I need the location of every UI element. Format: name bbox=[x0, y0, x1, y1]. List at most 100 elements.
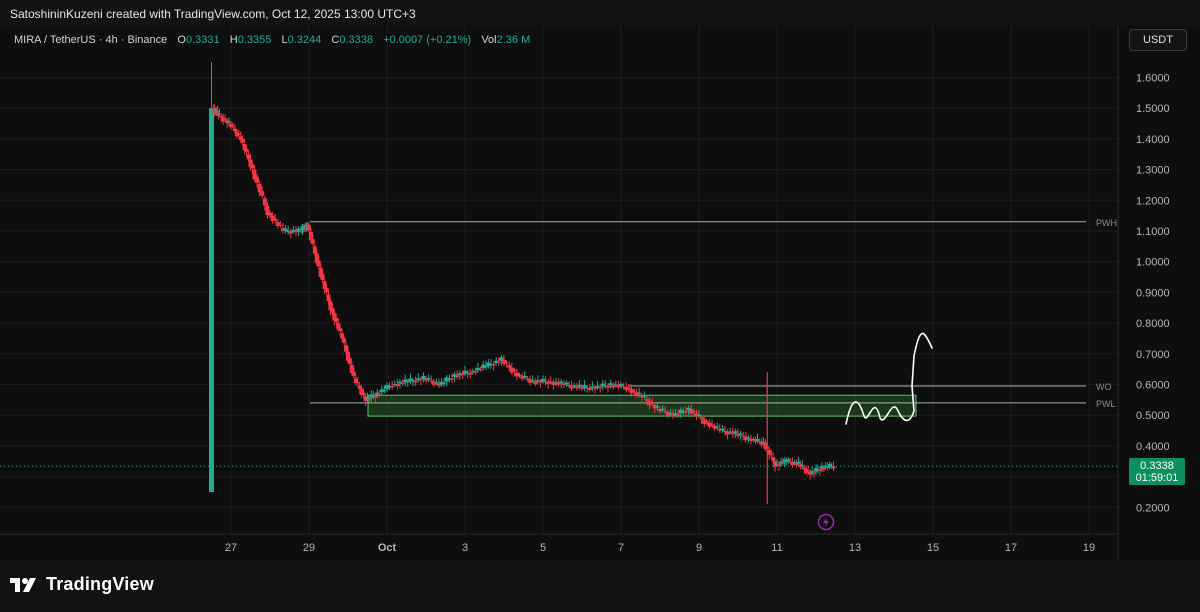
candle bbox=[593, 387, 597, 389]
candle bbox=[694, 413, 699, 417]
chart-credit: SatoshininKuzeni created with TradingVie… bbox=[10, 7, 416, 21]
candle bbox=[551, 381, 556, 385]
candle bbox=[817, 469, 822, 471]
candle bbox=[338, 328, 343, 331]
candle bbox=[624, 387, 629, 391]
candle bbox=[707, 422, 712, 427]
candle bbox=[608, 383, 613, 386]
open-label: O bbox=[177, 34, 186, 46]
candle bbox=[689, 409, 694, 414]
candle bbox=[429, 380, 434, 382]
candle bbox=[720, 428, 725, 431]
candle bbox=[250, 164, 255, 169]
candle bbox=[424, 378, 428, 381]
candle bbox=[473, 371, 478, 373]
candle bbox=[411, 380, 415, 382]
candle bbox=[717, 429, 722, 431]
y-tick-label: 0.5000 bbox=[1136, 410, 1170, 422]
y-tick-label: 1.6000 bbox=[1136, 73, 1170, 85]
candle bbox=[743, 436, 748, 441]
candle bbox=[522, 375, 527, 378]
candle bbox=[273, 218, 278, 221]
candle bbox=[730, 432, 735, 435]
candle bbox=[214, 111, 219, 114]
candle bbox=[564, 382, 569, 385]
candle bbox=[385, 385, 389, 390]
candle bbox=[681, 411, 686, 413]
candle bbox=[390, 386, 395, 388]
candle bbox=[776, 463, 781, 466]
candle bbox=[392, 383, 397, 385]
x-tick-label: 17 bbox=[1005, 542, 1017, 554]
lightning-event-icon bbox=[817, 513, 835, 531]
candle bbox=[572, 385, 577, 387]
candle bbox=[704, 421, 709, 423]
low-label: L bbox=[281, 34, 288, 46]
currency-button[interactable]: USDT bbox=[1129, 29, 1187, 51]
candle bbox=[652, 404, 657, 409]
candle bbox=[761, 441, 766, 443]
candle bbox=[252, 169, 257, 180]
y-tick-label: 0.8000 bbox=[1136, 318, 1170, 330]
candle bbox=[227, 121, 232, 123]
candle bbox=[621, 386, 626, 388]
volume-label: Vol bbox=[481, 34, 497, 46]
candle bbox=[491, 364, 496, 366]
lightning-bolt-icon bbox=[823, 517, 829, 527]
candle bbox=[426, 377, 431, 380]
candle bbox=[556, 382, 561, 385]
candle bbox=[437, 383, 441, 386]
candle bbox=[723, 431, 727, 433]
candlestick-chart[interactable]: 1.6000 1.5000 1.4000 1.3000 1.2000 1.1000 1.00… bbox=[0, 26, 1200, 560]
candle bbox=[486, 362, 491, 367]
candle bbox=[230, 126, 235, 128]
close-value: 0.3338 bbox=[339, 34, 373, 46]
candle bbox=[286, 231, 291, 232]
candle bbox=[299, 231, 304, 232]
candle bbox=[349, 365, 354, 373]
candle bbox=[616, 385, 621, 388]
candle bbox=[244, 149, 249, 152]
candle bbox=[794, 463, 799, 466]
candle bbox=[213, 110, 218, 112]
candle bbox=[548, 381, 553, 383]
candle bbox=[600, 383, 605, 387]
y-tick-label: 1.3000 bbox=[1136, 165, 1170, 177]
candle bbox=[442, 382, 447, 384]
candle bbox=[663, 411, 668, 413]
candle bbox=[603, 385, 608, 387]
y-tick-label: 0.4000 bbox=[1136, 441, 1170, 453]
candle bbox=[725, 431, 730, 435]
candle bbox=[405, 381, 410, 383]
candle bbox=[530, 380, 535, 382]
candle bbox=[481, 364, 486, 369]
candle bbox=[240, 138, 245, 143]
candle bbox=[316, 260, 321, 267]
candle bbox=[217, 113, 222, 115]
y-tick-label: 1.5000 bbox=[1136, 103, 1170, 115]
footer bbox=[0, 560, 1200, 612]
candle bbox=[483, 366, 488, 368]
candle bbox=[283, 228, 288, 231]
candle bbox=[736, 433, 740, 436]
high-label: H bbox=[229, 34, 238, 46]
candle bbox=[357, 385, 362, 390]
candle bbox=[697, 414, 701, 416]
candle bbox=[468, 372, 473, 375]
candle bbox=[525, 378, 530, 380]
y-tick-label: 1.4000 bbox=[1136, 134, 1170, 146]
candle bbox=[741, 435, 746, 437]
candle bbox=[496, 361, 501, 363]
candle bbox=[421, 375, 426, 379]
candle bbox=[812, 472, 817, 474]
symbol-legend: MIRA / TetherUS · 4h · Binance O0.3331 H… bbox=[14, 34, 530, 46]
level-label-pwl: PWL bbox=[1096, 399, 1116, 409]
tradingview-logo[interactable]: TradingView bbox=[10, 574, 154, 595]
x-tick-label: 13 bbox=[849, 542, 861, 554]
candle bbox=[408, 378, 413, 382]
chart-area[interactable] bbox=[0, 26, 1200, 560]
candle bbox=[255, 176, 259, 183]
candle bbox=[533, 381, 538, 384]
candle bbox=[257, 183, 262, 193]
candle bbox=[434, 382, 439, 384]
